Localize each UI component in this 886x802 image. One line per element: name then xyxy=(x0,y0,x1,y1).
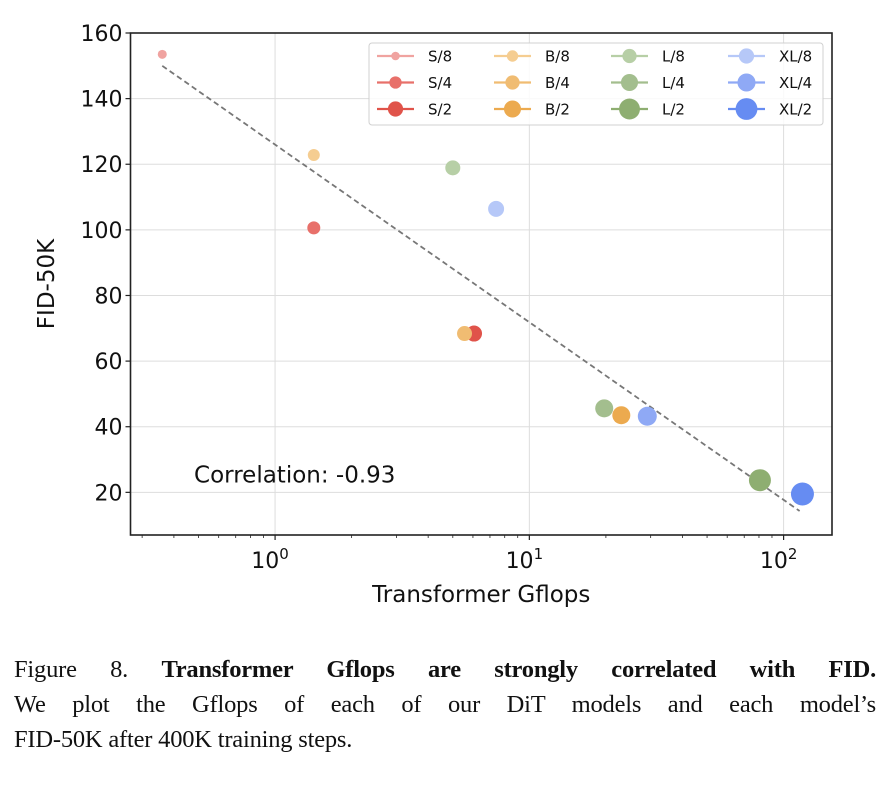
point-l-8 xyxy=(445,160,461,176)
caption-bold-title: Transformer Gflops are strongly correlat… xyxy=(161,656,876,683)
legend-item: L/2 xyxy=(611,98,685,120)
legend-label: B/8 xyxy=(545,48,570,66)
y-tick-label: 100 xyxy=(81,219,123,244)
legend-label: S/4 xyxy=(428,74,452,92)
x-tick-exponent: 0 xyxy=(279,545,289,563)
legend-item: S/2 xyxy=(377,101,452,119)
legend-marker xyxy=(737,73,756,92)
figure-caption: Figure 8. Transformer Gflops are strongl… xyxy=(14,652,876,757)
legend-item: S/4 xyxy=(377,74,452,92)
legend-item: XL/2 xyxy=(728,98,812,120)
legend-marker xyxy=(622,48,637,64)
point-xl-2 xyxy=(790,482,814,506)
legend-marker xyxy=(619,98,640,120)
y-tick-label: 80 xyxy=(95,284,123,309)
legend-item: S/8 xyxy=(377,48,452,66)
legend-label: XL/2 xyxy=(779,101,812,119)
legend-item: XL/4 xyxy=(728,73,812,92)
y-axis-label: FID-50K xyxy=(34,238,60,329)
y-tick-label: 60 xyxy=(95,350,123,375)
caption-line-3: FID-50K after 400K training steps. xyxy=(14,726,353,753)
point-b-2 xyxy=(612,406,631,425)
legend-marker xyxy=(738,48,755,64)
legend-marker xyxy=(391,51,400,61)
correlation-annotation: Correlation: -0.93 xyxy=(194,462,395,488)
axes-frame xyxy=(129,32,833,536)
trend-line xyxy=(161,65,801,512)
point-b-8 xyxy=(307,149,320,162)
y-tick-label: 160 xyxy=(81,22,123,47)
legend-label: B/4 xyxy=(545,74,570,92)
legend-item: L/4 xyxy=(611,73,685,92)
trendline-layer xyxy=(161,65,801,512)
y-tick-label: 140 xyxy=(81,88,123,113)
legend-item: B/4 xyxy=(494,74,570,92)
caption-label: Figure 8. xyxy=(14,656,129,683)
point-b-4 xyxy=(457,326,473,342)
legend-label: L/8 xyxy=(662,48,685,66)
point-l-2 xyxy=(748,469,771,492)
x-tick-label: 101 xyxy=(506,545,544,574)
x-tick-exponent: 2 xyxy=(788,545,798,563)
points-layer xyxy=(157,49,814,506)
legend-item: B/2 xyxy=(494,100,570,119)
legend-label: B/2 xyxy=(545,101,570,119)
legend-label: L/4 xyxy=(662,74,685,92)
legend-marker xyxy=(506,50,519,62)
legend-label: S/8 xyxy=(428,48,452,66)
legend-label: XL/4 xyxy=(779,74,812,92)
x-tick-exponent: 1 xyxy=(534,545,544,563)
legend-box xyxy=(368,42,824,126)
caption-line-1: Figure 8. Transformer Gflops are strongl… xyxy=(14,652,876,687)
point-xl-8 xyxy=(488,200,505,217)
legend-marker xyxy=(505,75,520,90)
legend-item: XL/8 xyxy=(728,48,812,66)
legend-marker xyxy=(735,98,758,120)
x-axis-label: Transformer Gflops xyxy=(371,582,590,608)
point-l-4 xyxy=(595,399,614,418)
point-s-8 xyxy=(157,49,167,59)
legend-marker xyxy=(503,100,522,118)
caption-line-2: We plot the Gflops of each of our DiT mo… xyxy=(14,691,876,718)
legend-item: B/8 xyxy=(494,48,570,66)
point-xl-4 xyxy=(637,406,657,426)
point-s-4 xyxy=(307,221,321,235)
legend-label: S/2 xyxy=(428,101,452,119)
legend: S/8 S/4 S/2 B/8 B/4 B/2 L/8 L/4 L/2 XL/8 XL/4 XL/2 xyxy=(368,42,824,126)
legend-marker xyxy=(620,73,639,92)
legend-item: L/8 xyxy=(611,48,685,66)
y-tick-label: 20 xyxy=(95,481,123,506)
x-tick-label: 102 xyxy=(760,545,798,574)
x-tick-label: 100 xyxy=(251,545,289,574)
legend-marker xyxy=(389,76,402,89)
legend-label: L/2 xyxy=(662,101,685,119)
y-tick-label: 120 xyxy=(81,153,123,178)
y-tick-label: 40 xyxy=(95,416,123,441)
legend-label: XL/8 xyxy=(779,48,812,66)
legend-marker xyxy=(387,101,404,117)
